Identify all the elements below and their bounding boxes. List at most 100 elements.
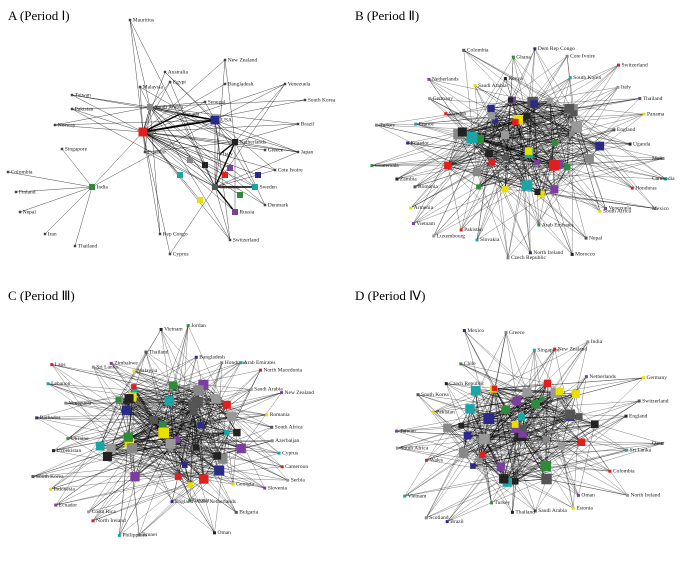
node [470, 463, 476, 469]
node [571, 110, 578, 117]
edge [142, 83, 286, 133]
node [168, 252, 172, 256]
node-label: Arab Emirates [542, 222, 574, 228]
edge [463, 408, 471, 454]
node-label: Georgia [236, 482, 254, 488]
edge [561, 424, 595, 447]
node [522, 387, 532, 397]
edge [162, 414, 267, 426]
edge [581, 415, 627, 443]
edge [128, 436, 234, 485]
node-label: Czech Republic [449, 381, 485, 387]
edge [397, 435, 522, 449]
edge [131, 448, 179, 477]
edge [503, 443, 663, 480]
edge [217, 455, 283, 468]
node-label: Thailand [149, 349, 169, 355]
edge [142, 131, 216, 188]
edge [474, 85, 480, 140]
node [475, 238, 479, 242]
node [501, 131, 509, 140]
edge [404, 427, 448, 497]
node [303, 98, 307, 102]
node [511, 55, 515, 59]
edge [415, 99, 511, 125]
edge [7, 171, 93, 188]
node [551, 140, 558, 146]
node-label: Mauritius [133, 17, 154, 23]
node-label: Zambia [400, 176, 417, 182]
node [149, 415, 158, 424]
node [503, 77, 507, 81]
edge [474, 85, 528, 117]
edge [574, 64, 619, 114]
node [255, 172, 261, 178]
node [143, 150, 147, 154]
node-label: Laos [55, 362, 66, 368]
node [277, 451, 281, 455]
edge [414, 108, 570, 188]
edge [561, 415, 627, 447]
node [137, 533, 141, 537]
edge [545, 376, 587, 440]
node [575, 413, 583, 421]
edge [142, 131, 241, 196]
edge [396, 101, 533, 180]
edge [566, 129, 615, 168]
edge [515, 400, 640, 482]
edge [447, 392, 556, 522]
edge [142, 131, 256, 188]
node-label: Ukraine [71, 436, 89, 442]
edge [126, 362, 241, 411]
node [604, 206, 608, 210]
edge [512, 392, 528, 513]
edge [458, 98, 640, 135]
node [571, 121, 583, 133]
node [191, 396, 203, 408]
node [263, 203, 267, 207]
edge [553, 64, 619, 166]
edge [51, 364, 112, 449]
node-label: Dem Rep Congo [538, 46, 575, 52]
edge [505, 77, 571, 158]
edge [119, 389, 252, 401]
node [131, 384, 137, 390]
node-label: Netherlands [432, 77, 459, 83]
node-label: Morocco [575, 252, 595, 258]
node [210, 115, 220, 125]
edge [445, 113, 590, 159]
node-label: Brunei [142, 532, 157, 538]
node-label: South Korea [308, 97, 336, 103]
edge [128, 392, 282, 438]
node [54, 503, 58, 507]
node [124, 394, 134, 404]
edge [142, 59, 226, 133]
edge [53, 436, 129, 451]
node [485, 149, 493, 158]
node [31, 475, 35, 479]
node-label: Venezuela [69, 400, 92, 406]
node-label: Sweden [260, 184, 278, 190]
edge [55, 470, 220, 506]
edge [515, 449, 627, 482]
node-label: Czech Republic [511, 255, 547, 261]
node [199, 474, 209, 484]
edge [15, 186, 93, 193]
edge [534, 103, 570, 109]
node [249, 387, 253, 391]
edge [142, 131, 201, 201]
node [624, 414, 628, 418]
node-label: Germany [647, 375, 668, 381]
edge [214, 151, 299, 188]
edge [198, 390, 272, 428]
edge [483, 439, 663, 444]
node [444, 161, 452, 170]
edge [462, 56, 568, 133]
edge [503, 341, 589, 479]
edge [100, 446, 136, 477]
node [187, 157, 193, 163]
node [409, 206, 413, 210]
edge [472, 465, 501, 467]
